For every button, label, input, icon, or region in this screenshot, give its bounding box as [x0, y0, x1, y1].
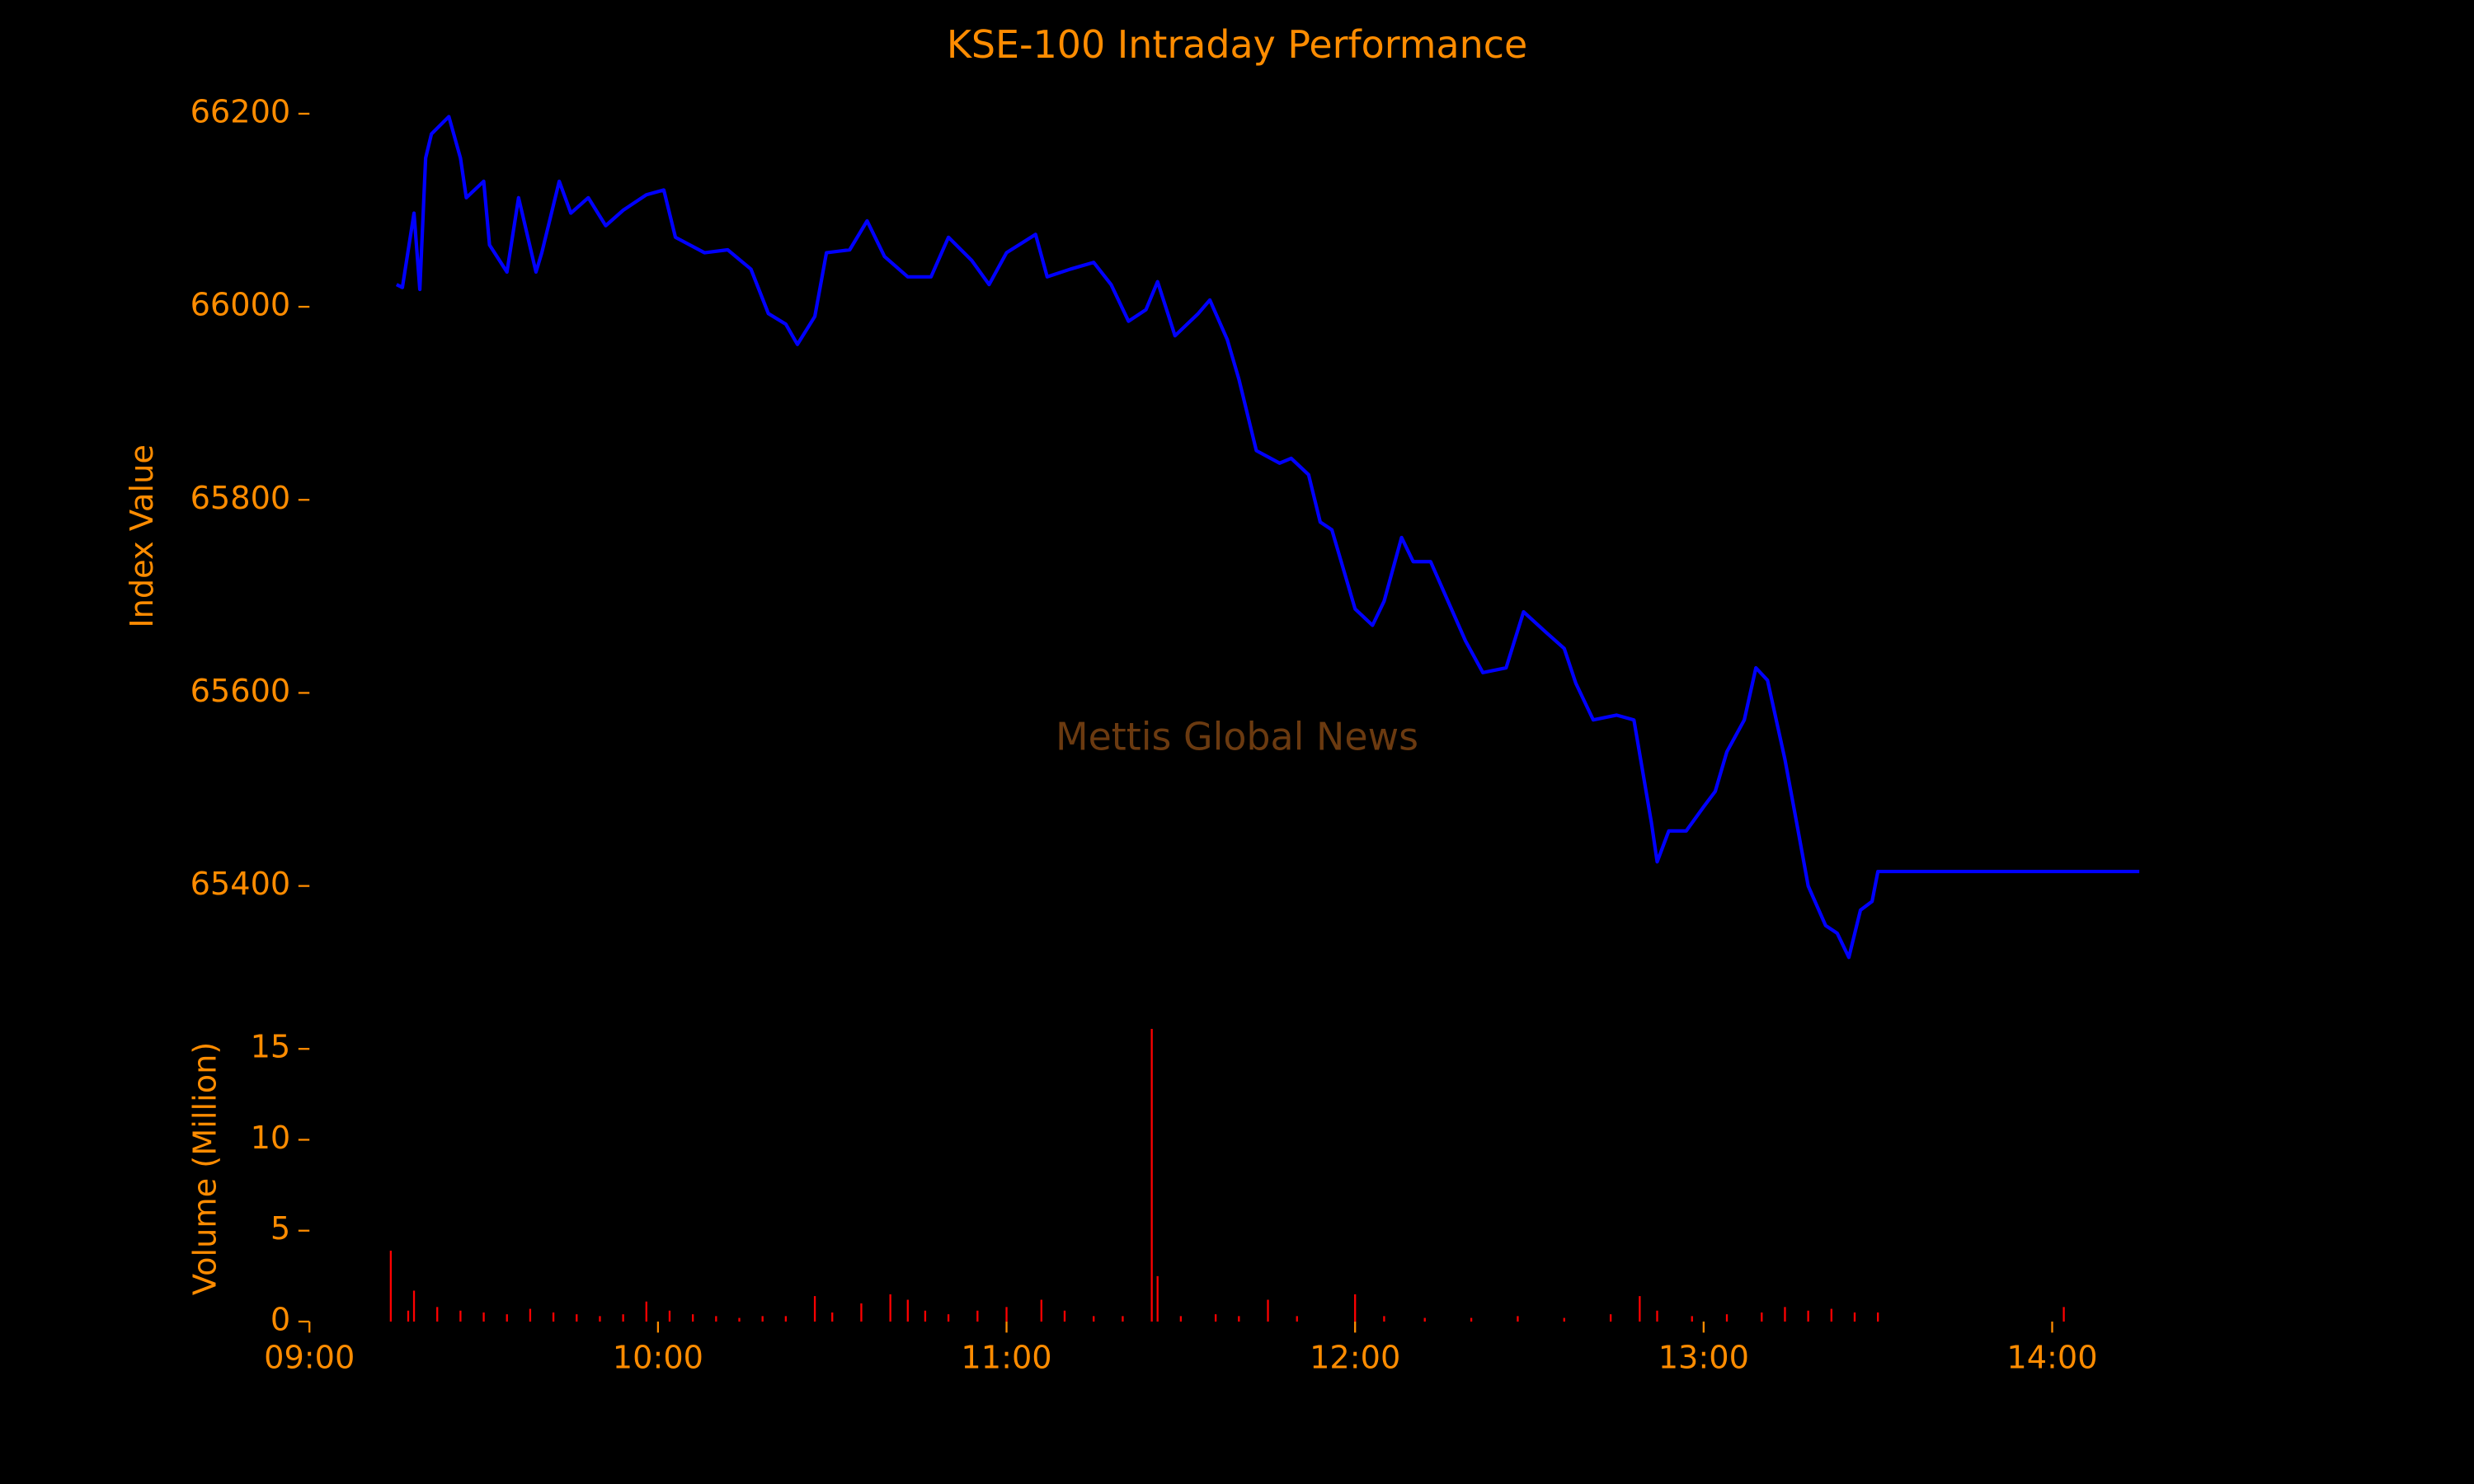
y-axis-label: Volume (Million)	[186, 1042, 223, 1295]
volume-bar	[1853, 1312, 1856, 1322]
y-tick-label: 65600	[190, 673, 291, 710]
x-tick-label: 14:00	[2006, 1339, 2097, 1376]
volume-bar	[715, 1316, 717, 1322]
y-tick-label: 66200	[190, 93, 291, 130]
volume-bar	[1005, 1307, 1008, 1322]
volume-bar	[1609, 1314, 1612, 1322]
volume-bar	[831, 1312, 834, 1322]
volume-bar	[1877, 1312, 1879, 1322]
y-tick-label: 15	[251, 1029, 291, 1066]
x-tick-label: 10:00	[613, 1339, 703, 1376]
volume-bar	[576, 1314, 578, 1322]
volume-bar	[1470, 1317, 1473, 1322]
index-line	[395, 115, 2140, 960]
volume-bar	[906, 1299, 909, 1322]
volume-bar	[761, 1316, 764, 1322]
volume-bar	[947, 1314, 950, 1322]
x-tick-label: 09:00	[264, 1339, 355, 1376]
volume-bar	[552, 1312, 555, 1322]
volume-bar	[1830, 1308, 1832, 1322]
volume-bar	[1383, 1316, 1385, 1322]
y-tick-label: 66000	[190, 287, 291, 324]
volume-bar	[482, 1312, 485, 1322]
volume-bar	[924, 1310, 927, 1322]
volume-bar	[459, 1310, 462, 1322]
volume-bar	[1639, 1296, 1641, 1322]
volume-bar	[506, 1314, 508, 1322]
volume-bar	[1238, 1316, 1240, 1322]
volume-bar	[599, 1316, 601, 1322]
volume-bar	[1423, 1317, 1426, 1322]
volume-bar	[1784, 1307, 1786, 1322]
y-tick-label: 0	[270, 1301, 290, 1338]
volume-bar	[1093, 1316, 1095, 1322]
chart-title: KSE-100 Intraday Performance	[947, 22, 1527, 67]
volume-bar	[860, 1303, 863, 1322]
volume-bar	[622, 1314, 624, 1322]
y-axis-label: Index Value	[124, 444, 161, 628]
volume-bar	[1214, 1314, 1217, 1322]
volume-bar	[976, 1310, 979, 1322]
volume-bar	[1656, 1310, 1658, 1322]
y-tick-label: 65400	[190, 866, 291, 903]
y-tick-label: 5	[270, 1210, 290, 1247]
volume-bar	[1179, 1316, 1183, 1322]
volume-bar	[889, 1294, 891, 1322]
volume-bar	[692, 1314, 694, 1322]
volume-bar	[389, 1250, 393, 1322]
volume-bar	[1354, 1294, 1357, 1322]
volume-bar	[1725, 1314, 1729, 1322]
volume-bar	[1761, 1312, 1763, 1322]
volume-bar	[1691, 1316, 1693, 1322]
volume-bar	[668, 1310, 671, 1322]
volume-bar	[784, 1316, 788, 1322]
volume-bar	[412, 1290, 416, 1322]
volume-bar	[1122, 1316, 1124, 1322]
volume-bar	[1156, 1275, 1159, 1322]
volume-bar	[1150, 1028, 1153, 1322]
watermark: Mettis Global News	[1056, 715, 1418, 759]
volume-bar	[1807, 1310, 1809, 1322]
volume-bar	[1040, 1299, 1042, 1322]
volume-bar	[813, 1296, 816, 1322]
volume-bar	[738, 1317, 741, 1322]
x-tick-label: 11:00	[961, 1339, 1051, 1376]
x-tick-label: 13:00	[1658, 1339, 1749, 1376]
volume-bar	[645, 1301, 647, 1322]
y-tick-label: 65800	[190, 480, 291, 517]
volume-bar	[529, 1308, 532, 1322]
volume-bar	[1517, 1316, 1519, 1322]
volume-bar	[2062, 1307, 2065, 1322]
y-tick-label: 10	[251, 1120, 291, 1157]
volume-bar	[1267, 1299, 1269, 1322]
volume-bar	[1296, 1316, 1298, 1322]
volume-bar	[436, 1307, 439, 1322]
x-tick-label: 12:00	[1310, 1339, 1400, 1376]
volume-bar	[407, 1310, 410, 1322]
volume-bar	[1063, 1310, 1066, 1322]
volume-bar	[1563, 1317, 1565, 1322]
